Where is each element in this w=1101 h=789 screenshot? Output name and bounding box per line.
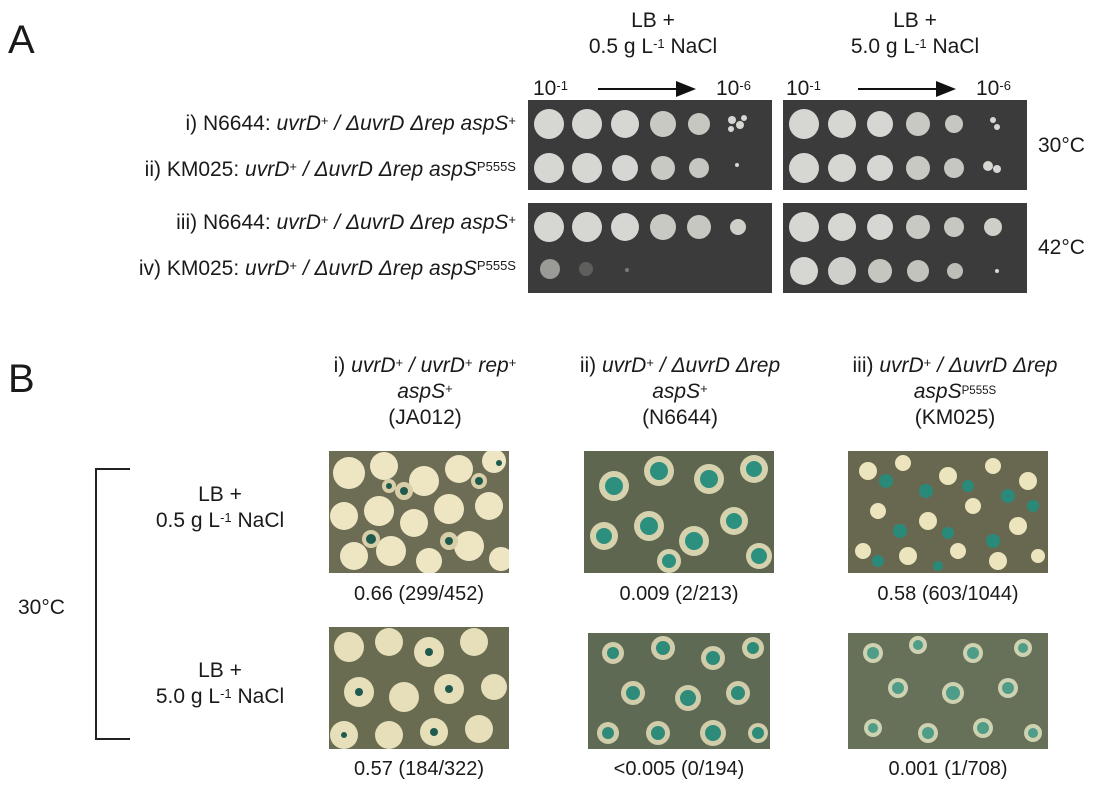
spot-plate-42c-high-salt <box>783 203 1027 293</box>
spot-plate-30c-high-salt <box>783 100 1027 190</box>
spot-plate-42c-low-salt <box>528 203 772 293</box>
colony-photo-n6644-low-salt <box>584 451 774 573</box>
dilution-arrowhead-high <box>936 81 956 97</box>
temp-30c-label: 30°C <box>1038 134 1085 157</box>
dilution-arrow-low <box>598 88 678 90</box>
colony-photo-ja012-high-salt <box>329 627 509 749</box>
medium-high-line1: LB + <box>893 9 937 32</box>
spot-plate-42c-low-salt-svg <box>534 212 746 279</box>
column-header-2: ii) uvrD+ / ΔuvrD Δrep aspS+ (N6644) <box>579 354 781 429</box>
column-header-1: i) uvrD+ / uvrD+ rep+ aspS+ (JA012) <box>333 354 517 429</box>
colony-photo-ja012-low-salt <box>329 451 509 573</box>
temp-42c-label: 42°C <box>1038 236 1085 259</box>
ratio-caption: 0.57 (184/322) <box>353 758 485 780</box>
ratio-caption: 0.009 (2/213) <box>619 583 739 605</box>
temp-30c-bracket-label: 30°C <box>18 596 65 619</box>
panel-a-label: A <box>8 18 35 62</box>
ratio-caption: 0.66 (299/452) <box>353 583 485 605</box>
row-label-low-salt: LB + 0.5 g L-1 NaCl <box>155 483 285 532</box>
spot-plate-30c-high-salt-svg <box>789 109 1001 183</box>
dilution-start-high: 10-1 <box>786 77 821 100</box>
ratio-caption: 0.58 (603/1044) <box>877 583 1019 605</box>
medium-low-line1: LB + <box>631 9 675 32</box>
dilution-arrow-high <box>858 88 938 90</box>
spot-plate-30c-low-salt <box>528 100 772 190</box>
medium-high-line2: 5.0 g L-1 NaCl <box>850 35 980 58</box>
medium-high-header: LB + 5.0 g L-1 NaCl <box>790 8 1040 60</box>
column-header-3: iii) uvrD+ / ΔuvrD Δrep aspSP555S (KM025… <box>852 354 1058 429</box>
medium-low-line2: 0.5 g L-1 NaCl <box>588 35 718 58</box>
panel-b-label: B <box>8 357 35 401</box>
colony-photo-km025-high-salt <box>848 633 1048 749</box>
colony-photo-km025-low-salt <box>848 451 1048 573</box>
spot-plate-42c-high-salt-svg <box>789 212 1002 285</box>
dilution-arrowhead-low <box>676 81 696 97</box>
colony-photo-n6644-high-salt <box>588 633 770 749</box>
strain-row-label: iii) N6644: uvrD+ / ΔuvrD Δrep aspS+ <box>176 211 516 234</box>
strain-row-label: ii) KM025: uvrD+ / ΔuvrD Δrep aspSP555S <box>144 158 516 181</box>
medium-low-header: LB + 0.5 g L-1 NaCl <box>528 8 778 60</box>
dilution-end-high: 10-6 <box>976 77 1011 100</box>
dilution-end-low: 10-6 <box>716 77 751 100</box>
row-label-high-salt: LB + 5.0 g L-1 NaCl <box>155 659 285 708</box>
ratio-caption: <0.005 (0/194) <box>613 758 745 780</box>
spot-plate-30c-low-salt-svg <box>534 109 747 183</box>
bracket <box>95 468 130 740</box>
strain-row-label: i) N6644: uvrD+ / ΔuvrD Δrep aspS+ <box>185 112 516 135</box>
dilution-start-low: 10-1 <box>533 77 568 100</box>
strain-row-label: iv) KM025: uvrD+ / ΔuvrD Δrep aspSP555S <box>138 257 516 280</box>
ratio-caption: 0.001 (1/708) <box>888 758 1008 780</box>
